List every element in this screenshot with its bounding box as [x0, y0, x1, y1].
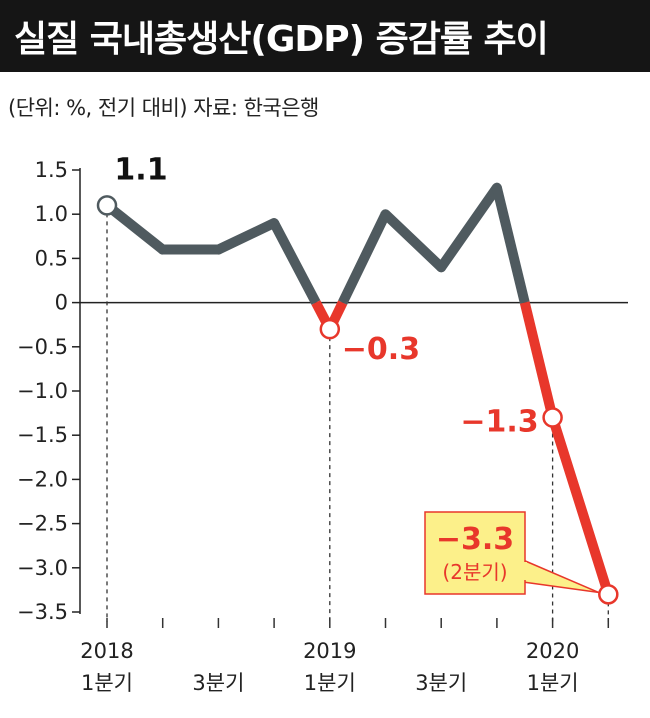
callout: −3.3 (2분기)	[424, 511, 600, 595]
line-segment	[380, 209, 447, 273]
y-tick-label: −1.0	[17, 379, 68, 403]
y-tick-label: −2.5	[17, 512, 68, 536]
y-tick-label: 0	[55, 291, 68, 315]
line-segment	[213, 218, 280, 255]
dashed-guides	[106, 205, 609, 622]
x-tick-label: 2018	[80, 639, 133, 663]
chart-title: 실질 국내총생산(GDP) 증감률 추이	[14, 19, 549, 60]
y-tick-label: −2.0	[17, 467, 68, 491]
line-segment	[269, 220, 321, 305]
data-line	[102, 182, 614, 600]
line-segment	[492, 186, 530, 304]
y-tick-label: 1.0	[35, 202, 68, 226]
y-axis: 1.5 1.0 0.5 0 −0.5 −1.0 −1.5 −2.0 −2.5 −3.0 −3.5	[17, 158, 628, 628]
y-tick-label: −1.5	[17, 423, 68, 447]
callout-pointer	[522, 559, 600, 594]
x-tick-label: 3분기	[192, 671, 244, 695]
y-tick-label: 1.5	[35, 158, 68, 182]
callout-value: −3.3	[436, 522, 514, 557]
data-point	[598, 584, 619, 605]
x-tick-label: 1분기	[527, 671, 579, 695]
callout-quarter: (2분기)	[442, 560, 507, 584]
x-tick-label: 2019	[303, 639, 356, 663]
x-axis-labels: 2018 1분기 3분기 2019 1분기 3분기 2020 1분기	[80, 639, 579, 695]
y-tick-label: −3.0	[17, 556, 68, 580]
data-labels: 1.1 −0.3 −1.3	[114, 152, 538, 439]
x-tick-label: 1분기	[304, 671, 356, 695]
data-label: −1.3	[460, 405, 538, 440]
x-tick-label: 1분기	[81, 671, 133, 695]
line-segment	[547, 412, 614, 600]
data-point	[96, 195, 118, 216]
data-markers	[96, 195, 619, 605]
data-point	[319, 318, 341, 340]
line-segment	[102, 200, 168, 255]
line-segment	[436, 182, 502, 273]
data-label: 1.1	[114, 152, 167, 187]
x-tick-label: 2020	[526, 639, 579, 663]
chart-subtitle: (단위: %, 전기 대비) 자료: 한국은행	[8, 96, 319, 120]
data-label: −0.3	[342, 332, 420, 367]
data-point	[542, 407, 563, 428]
header-bar: 실질 국내총생산(GDP) 증감률 추이	[0, 0, 650, 72]
line-segment	[519, 301, 558, 419]
y-tick-label: 0.5	[35, 246, 68, 270]
y-tick-label: −3.5	[17, 600, 68, 624]
line-segment	[338, 212, 390, 305]
callout-box	[424, 511, 526, 595]
x-tick-label: 3분기	[415, 671, 467, 695]
callout-joint	[522, 562, 527, 580]
y-tick-label: −0.5	[17, 335, 68, 359]
